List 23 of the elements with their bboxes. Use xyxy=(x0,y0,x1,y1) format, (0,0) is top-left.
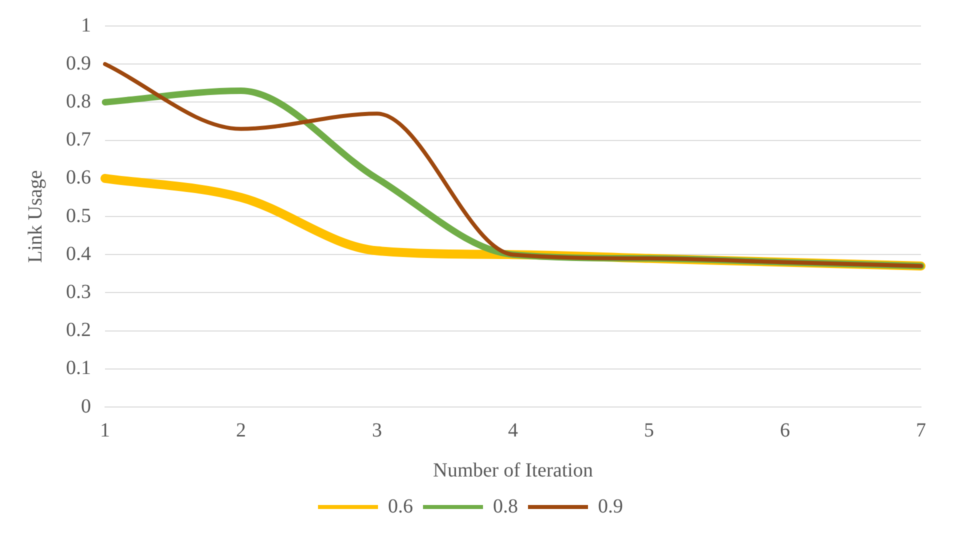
y-tick-label: 0.5 xyxy=(66,204,91,227)
legend-label: 0.6 xyxy=(388,495,413,518)
x-tick-label: 6 xyxy=(780,419,790,442)
legend-label: 0.8 xyxy=(493,495,518,518)
x-tick-label: 3 xyxy=(372,419,382,442)
y-tick-label: 0.9 xyxy=(66,52,91,74)
y-axis-title: Link Usage xyxy=(24,170,46,263)
y-tick-label: 0.8 xyxy=(66,90,91,112)
y-tick-label: 0.3 xyxy=(66,280,91,303)
x-tick-label: 7 xyxy=(916,419,926,442)
x-tick-label: 4 xyxy=(508,419,518,442)
x-tick-label: 2 xyxy=(236,419,246,442)
y-tick-label: 0.2 xyxy=(66,319,91,342)
legend-label: 0.9 xyxy=(598,495,623,518)
y-tick-label: 0.7 xyxy=(66,128,91,151)
y-tick-label: 0 xyxy=(81,395,91,418)
y-tick-label: 0.1 xyxy=(66,357,91,380)
x-tick-label: 5 xyxy=(644,419,654,442)
y-tick-label: 0.4 xyxy=(66,242,91,265)
y-tick-label: 0.6 xyxy=(66,166,91,189)
y-tick-label: 1 xyxy=(81,14,91,36)
x-tick-label: 1 xyxy=(100,419,110,442)
x-axis-title: Number of Iteration xyxy=(433,459,593,482)
